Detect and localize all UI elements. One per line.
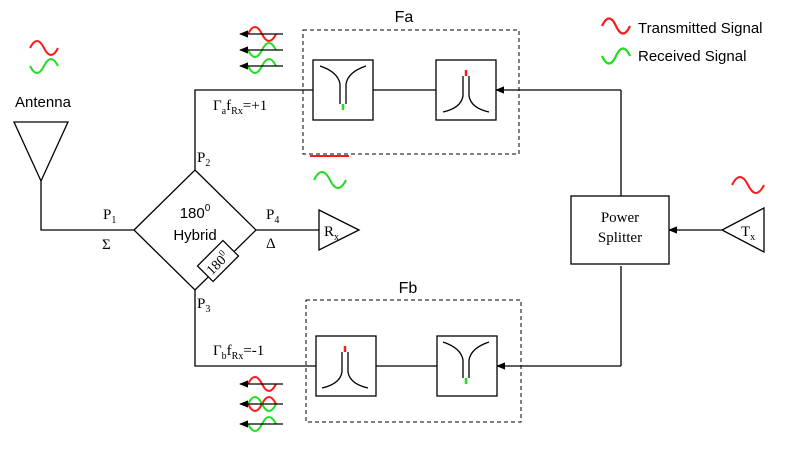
filter-bank-b: Fb ΓbfRx=-1 (213, 280, 522, 423)
wiring (40, 86, 722, 370)
receiver: Rx (310, 155, 361, 252)
filter-b-coefficient: ΓbfRx=-1 (213, 343, 264, 362)
antenna-tx-wave (29, 40, 59, 56)
port-labels: P1 Σ P2 P3 P4 Δ (102, 150, 279, 315)
antenna-symbol (12, 121, 70, 183)
receiver-rx-wave (313, 171, 347, 189)
filter-a-title: Fa (395, 9, 414, 26)
port-p2-label: P2 (197, 150, 210, 169)
splitter-line1: Power (601, 210, 639, 226)
antenna: Antenna (12, 40, 72, 183)
transmitter-tx-wave (731, 176, 765, 194)
power-splitter: Power Splitter (570, 195, 670, 265)
filter-bank-a: Fa ΓafRx=+1 (213, 9, 520, 155)
legend-transmitted-label: Transmitted Signal (638, 20, 763, 37)
hybrid-coupler: 1800 Hybrid 1800 (133, 169, 257, 291)
splitter-line2: Splitter (598, 230, 642, 246)
filter-a-notch (312, 59, 374, 121)
antenna-rx-wave (29, 58, 59, 74)
hybrid-title: 1800 (180, 203, 211, 222)
legend-received-label: Received Signal (638, 48, 746, 65)
legend: Transmitted Signal Received Signal (601, 17, 763, 65)
filter-a-bandpass (435, 59, 497, 121)
legend-transmitted-wave (601, 17, 631, 35)
port-p2-signals (239, 26, 283, 74)
port-p4-label: P4 (266, 207, 279, 226)
antenna-label: Antenna (15, 94, 72, 111)
sigma-label: Σ (102, 237, 111, 253)
transmitter: Tx (720, 176, 765, 254)
receiver-label: Rx (324, 224, 339, 243)
port-p3-signals (239, 376, 283, 432)
filter-b-title: Fb (399, 280, 418, 297)
filter-b-notch (436, 335, 498, 397)
phase-shifter: 1800 (196, 239, 240, 283)
port-p1-label: P1 (103, 207, 116, 226)
transmitter-label: Tx (741, 224, 755, 243)
port-p3-label: P3 (197, 296, 210, 315)
legend-received-wave (601, 47, 631, 65)
filter-a-coefficient: ΓafRx=+1 (213, 98, 267, 117)
filter-b-bandpass (315, 335, 377, 397)
hybrid-word: Hybrid (173, 227, 216, 244)
delta-label: Δ (266, 236, 276, 252)
